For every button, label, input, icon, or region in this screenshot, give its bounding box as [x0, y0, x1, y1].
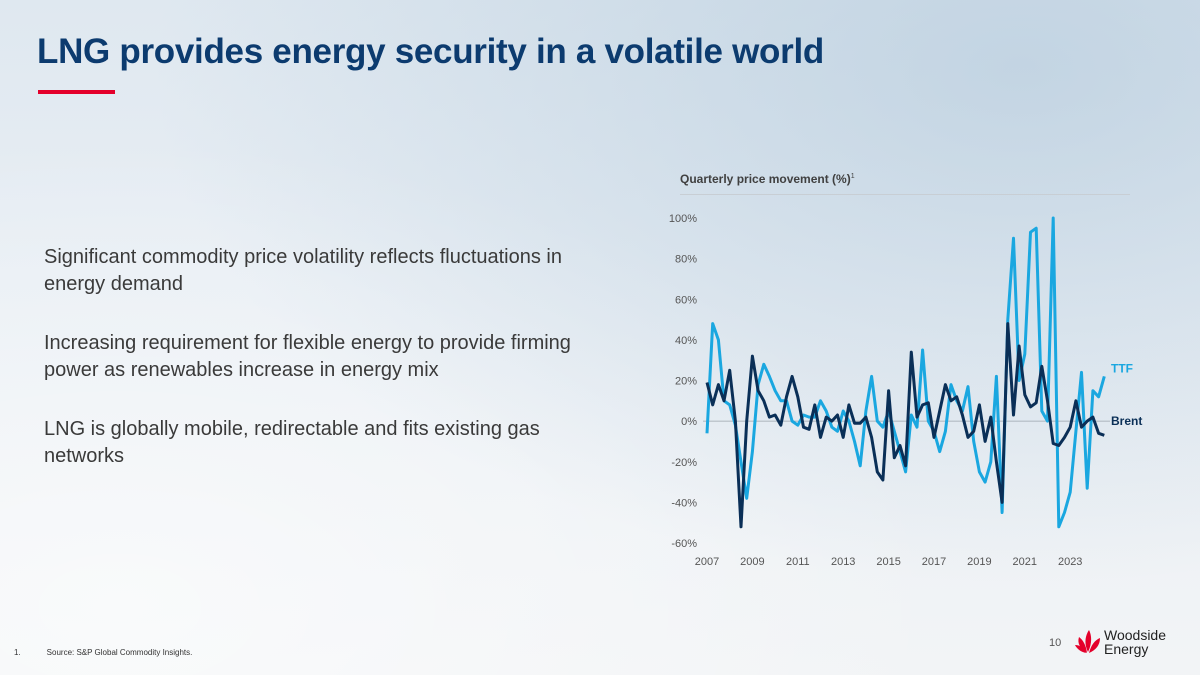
x-tick-label: 2019: [967, 556, 991, 568]
page-number: 10: [1049, 637, 1062, 649]
bullet-1: Significant commodity price volatility r…: [44, 246, 562, 295]
y-tick-label: 60%: [675, 294, 697, 306]
y-tick-label: 100%: [669, 213, 697, 225]
x-tick-label: 2023: [1058, 556, 1082, 568]
chart-title-footnote: 1: [850, 173, 855, 180]
y-tick-label: -60%: [671, 538, 697, 550]
series-line-brent: [705, 322, 1105, 529]
page-title: LNG provides energy security in a volati…: [37, 32, 824, 71]
title-accent-bar: [38, 90, 115, 94]
x-tick-label: 2017: [922, 556, 946, 568]
series-line-ttf: [705, 216, 1106, 529]
series-label-ttf: TTF: [1111, 361, 1133, 375]
x-tick-label: 2015: [876, 556, 900, 568]
x-tick-label: 2021: [1013, 556, 1037, 568]
logo-text: Woodside Energy: [1104, 627, 1167, 657]
x-tick-label: 2007: [695, 556, 719, 568]
series-label-brent: Brent: [1111, 414, 1142, 428]
y-tick-label: 20%: [675, 376, 697, 388]
bullet-3: LNG is globally mobile, redirectable and…: [44, 418, 540, 467]
chart-divider: [680, 194, 1130, 195]
chart-title-text: Quarterly price movement (%): [680, 172, 851, 186]
x-tick-label: 2013: [831, 556, 855, 568]
y-tick-label: -40%: [671, 497, 697, 509]
bullet-2: Increasing requirement for flexible ener…: [44, 332, 571, 381]
footnote-text: Source: S&P Global Commodity Insights.: [46, 648, 193, 657]
woodside-logo-icon: [1075, 630, 1100, 653]
logo-text-value: Woodside Energy: [1104, 627, 1167, 657]
y-tick-label: 40%: [675, 335, 697, 347]
x-tick-label: 2011: [786, 556, 810, 568]
footnote: 1. Source: S&P Global Commodity Insights.: [14, 648, 218, 657]
y-tick-label: -20%: [671, 457, 697, 469]
y-tick-label: 80%: [675, 254, 697, 266]
x-tick-label: 2009: [740, 556, 764, 568]
y-tick-label: 0%: [681, 416, 697, 428]
chart-title: Quarterly price movement (%)1: [680, 172, 855, 186]
footnote-number: 1.: [14, 648, 21, 657]
